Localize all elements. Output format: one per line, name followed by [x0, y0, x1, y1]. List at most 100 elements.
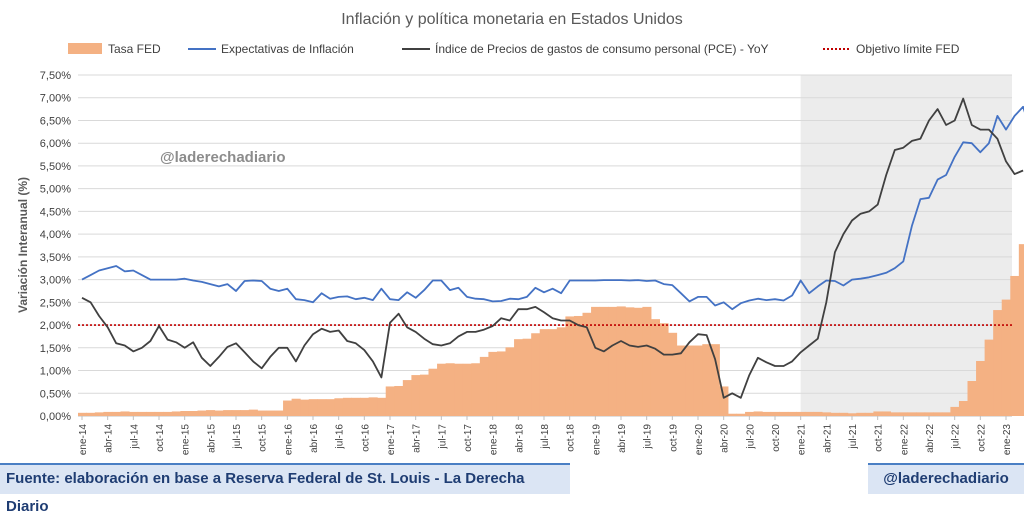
area-bar [873, 411, 883, 416]
legend-label: Objetivo límite FED [856, 42, 960, 56]
area-bar [762, 411, 772, 416]
y-tick-label: 5,00% [40, 184, 71, 196]
x-tick-label: jul-21 [848, 424, 859, 450]
area-bar [650, 319, 660, 416]
area-bar [419, 374, 429, 416]
area-bar [325, 399, 335, 416]
x-tick-label: jul-19 [643, 424, 654, 450]
area-bar [188, 410, 198, 416]
area-bar [351, 397, 361, 416]
x-tick-label: oct-18 [566, 424, 577, 452]
x-tick-label: ene-20 [694, 424, 705, 456]
area-bar [642, 306, 652, 416]
watermark: @laderechadiario [160, 149, 286, 166]
area-bar [941, 412, 951, 416]
x-tick-label: abr-17 [412, 424, 423, 453]
area-bar [368, 397, 378, 416]
y-tick-label: 4,50% [40, 206, 71, 218]
area-bar [308, 399, 318, 416]
x-tick-label: oct-21 [874, 424, 885, 452]
x-tick-label: ene-21 [797, 424, 808, 456]
area-bar [582, 312, 592, 416]
x-tick-label: oct-22 [976, 424, 987, 452]
area-bar [813, 411, 823, 416]
area-bar [907, 412, 917, 416]
area-bar [274, 410, 284, 416]
x-tick-label: jul-18 [540, 424, 551, 450]
x-tick-label: jul-22 [951, 424, 962, 450]
area-bar [668, 332, 678, 416]
area-bar [916, 412, 926, 416]
area-bar [779, 411, 789, 416]
y-tick-label: 6,50% [40, 115, 71, 127]
x-tick-label: ene-18 [489, 424, 500, 456]
area-bar [283, 400, 293, 416]
area-bar [804, 411, 814, 416]
y-tick-label: 2,50% [40, 297, 71, 309]
area-bar [933, 412, 943, 416]
area-bar [702, 344, 712, 416]
area-bar [565, 316, 575, 416]
area-bar [300, 399, 310, 416]
area-bar [1010, 275, 1020, 416]
area-bar [78, 412, 88, 416]
area-bar [479, 356, 489, 416]
series-line [81, 97, 1024, 399]
legend-label: Tasa FED [108, 42, 161, 56]
y-tick-label: 0,50% [40, 388, 71, 400]
area-bar [633, 307, 643, 416]
x-tick-label: ene-16 [283, 424, 294, 456]
area-bar [334, 398, 344, 416]
x-tick-label: abr-20 [720, 424, 731, 453]
area-bar [454, 363, 464, 416]
area-bar [950, 406, 960, 416]
chart: Inflación y política monetaria en Estado… [16, 11, 1024, 456]
area-bar [411, 375, 421, 416]
area-bar [719, 386, 729, 416]
area-bar [514, 339, 524, 416]
y-tick-label: 1,00% [40, 366, 71, 378]
area-bar [257, 410, 267, 416]
area-bar [745, 411, 755, 416]
area-bar [770, 411, 780, 416]
x-tick-label: jul-15 [232, 424, 243, 450]
x-tick-label: abr-16 [309, 424, 320, 453]
area-bar [822, 412, 832, 416]
area-bar [86, 412, 96, 416]
area-bar [839, 412, 849, 416]
y-tick-label: 4,00% [40, 229, 71, 241]
x-tick-label: oct-16 [360, 424, 371, 452]
area-bar [103, 411, 113, 416]
area-bar [899, 412, 909, 416]
area-bar [146, 411, 156, 416]
footer-brand: @laderechadiario [868, 463, 1024, 494]
area-bar [394, 385, 404, 416]
area-bar [693, 345, 703, 416]
area-bar [531, 333, 541, 416]
area-bar [548, 329, 558, 416]
x-tick-label: ene-14 [78, 424, 89, 456]
area-bar [377, 397, 387, 416]
area-bar [265, 410, 275, 416]
x-tick-label: jul-17 [437, 424, 448, 450]
area-bar [591, 306, 601, 416]
y-axis-ticks: 0,00% 0,50% 1,00% 1,50% 2,00% 2,50% 3,00% 3,50%… [40, 70, 71, 423]
area-bar [659, 323, 669, 416]
area-bar [685, 345, 695, 416]
area-bar [180, 410, 190, 416]
area-bar [924, 412, 934, 416]
x-tick-label: abr-21 [822, 424, 833, 453]
x-tick-label: oct-14 [155, 424, 166, 452]
area-bar [522, 338, 532, 416]
x-tick-label: ene-17 [386, 424, 397, 456]
y-tick-label: 7,00% [40, 93, 71, 105]
area-bar [736, 413, 746, 416]
x-tick-label: ene-19 [591, 424, 602, 456]
y-tick-label: 1,50% [40, 343, 71, 355]
legend-label: Índice de Precios de gastos de consumo p… [435, 41, 769, 56]
area-bar [437, 363, 447, 416]
area-bar [206, 410, 216, 416]
y-tick-label: 6,00% [40, 138, 71, 150]
area-bar [830, 412, 840, 416]
area-bar [385, 386, 395, 416]
